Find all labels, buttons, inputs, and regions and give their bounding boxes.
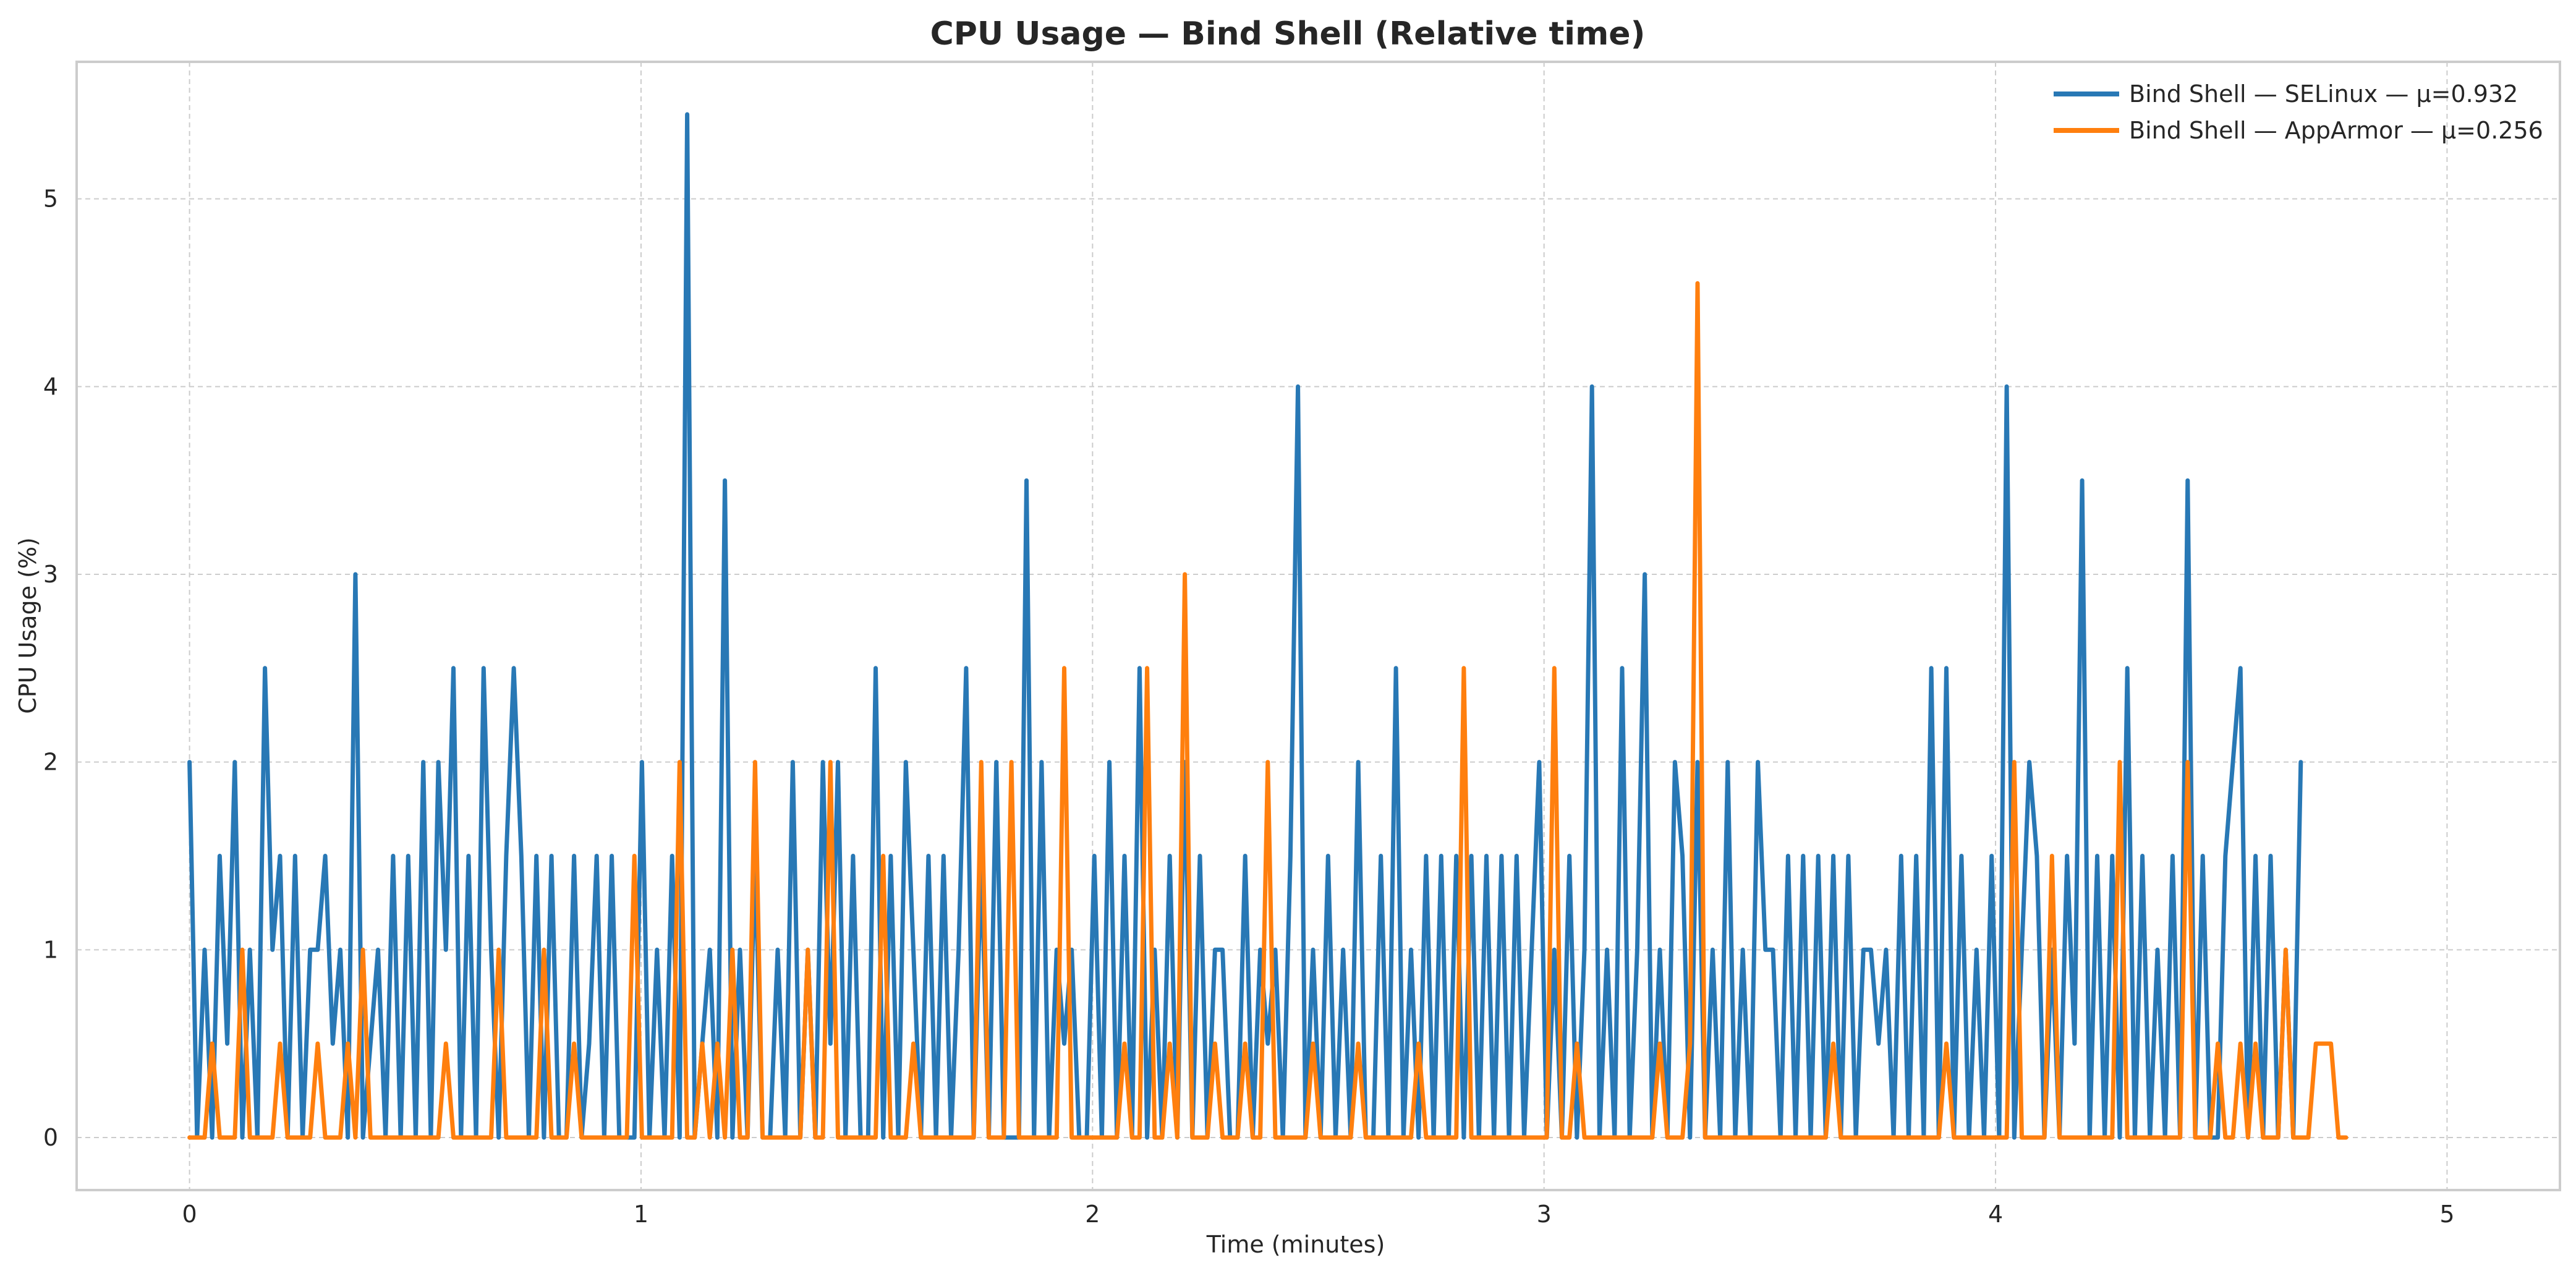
series-lines — [187, 112, 2349, 1140]
legend-label-apparmor: Bind Shell — AppArmor — μ=0.256 — [2129, 117, 2543, 144]
y-tick-label: 2 — [43, 749, 58, 776]
x-tick-label: 3 — [1537, 1201, 1552, 1228]
y-tick-label: 0 — [43, 1124, 58, 1151]
x-tick-label: 0 — [182, 1201, 197, 1228]
y-axis-label: CPU Usage (%) — [14, 537, 41, 714]
plot-frame — [75, 61, 2561, 1191]
x-tick-label: 5 — [2439, 1201, 2454, 1228]
x-tick-label: 4 — [1988, 1201, 2003, 1228]
legend-label-selinux: Bind Shell — SELinux — μ=0.932 — [2129, 80, 2518, 108]
y-tick-label: 4 — [43, 373, 58, 400]
x-tick-label: 2 — [1085, 1201, 1100, 1228]
y-tick-label: 3 — [43, 561, 58, 588]
y-tick-label: 1 — [43, 936, 58, 963]
x-axis-label: Time (minutes) — [1206, 1231, 1385, 1258]
tick-labels: 0 1 2 3 4 5 0 1 2 3 4 5 — [43, 185, 2455, 1228]
legend: Bind Shell — SELinux — μ=0.932 Bind Shel… — [2054, 80, 2543, 144]
chart-title: CPU Usage — Bind Shell (Relative time) — [930, 15, 1646, 53]
y-tick-label: 5 — [43, 185, 58, 213]
x-tick-label: 1 — [634, 1201, 648, 1228]
series-line-apparmor — [187, 281, 2349, 1140]
